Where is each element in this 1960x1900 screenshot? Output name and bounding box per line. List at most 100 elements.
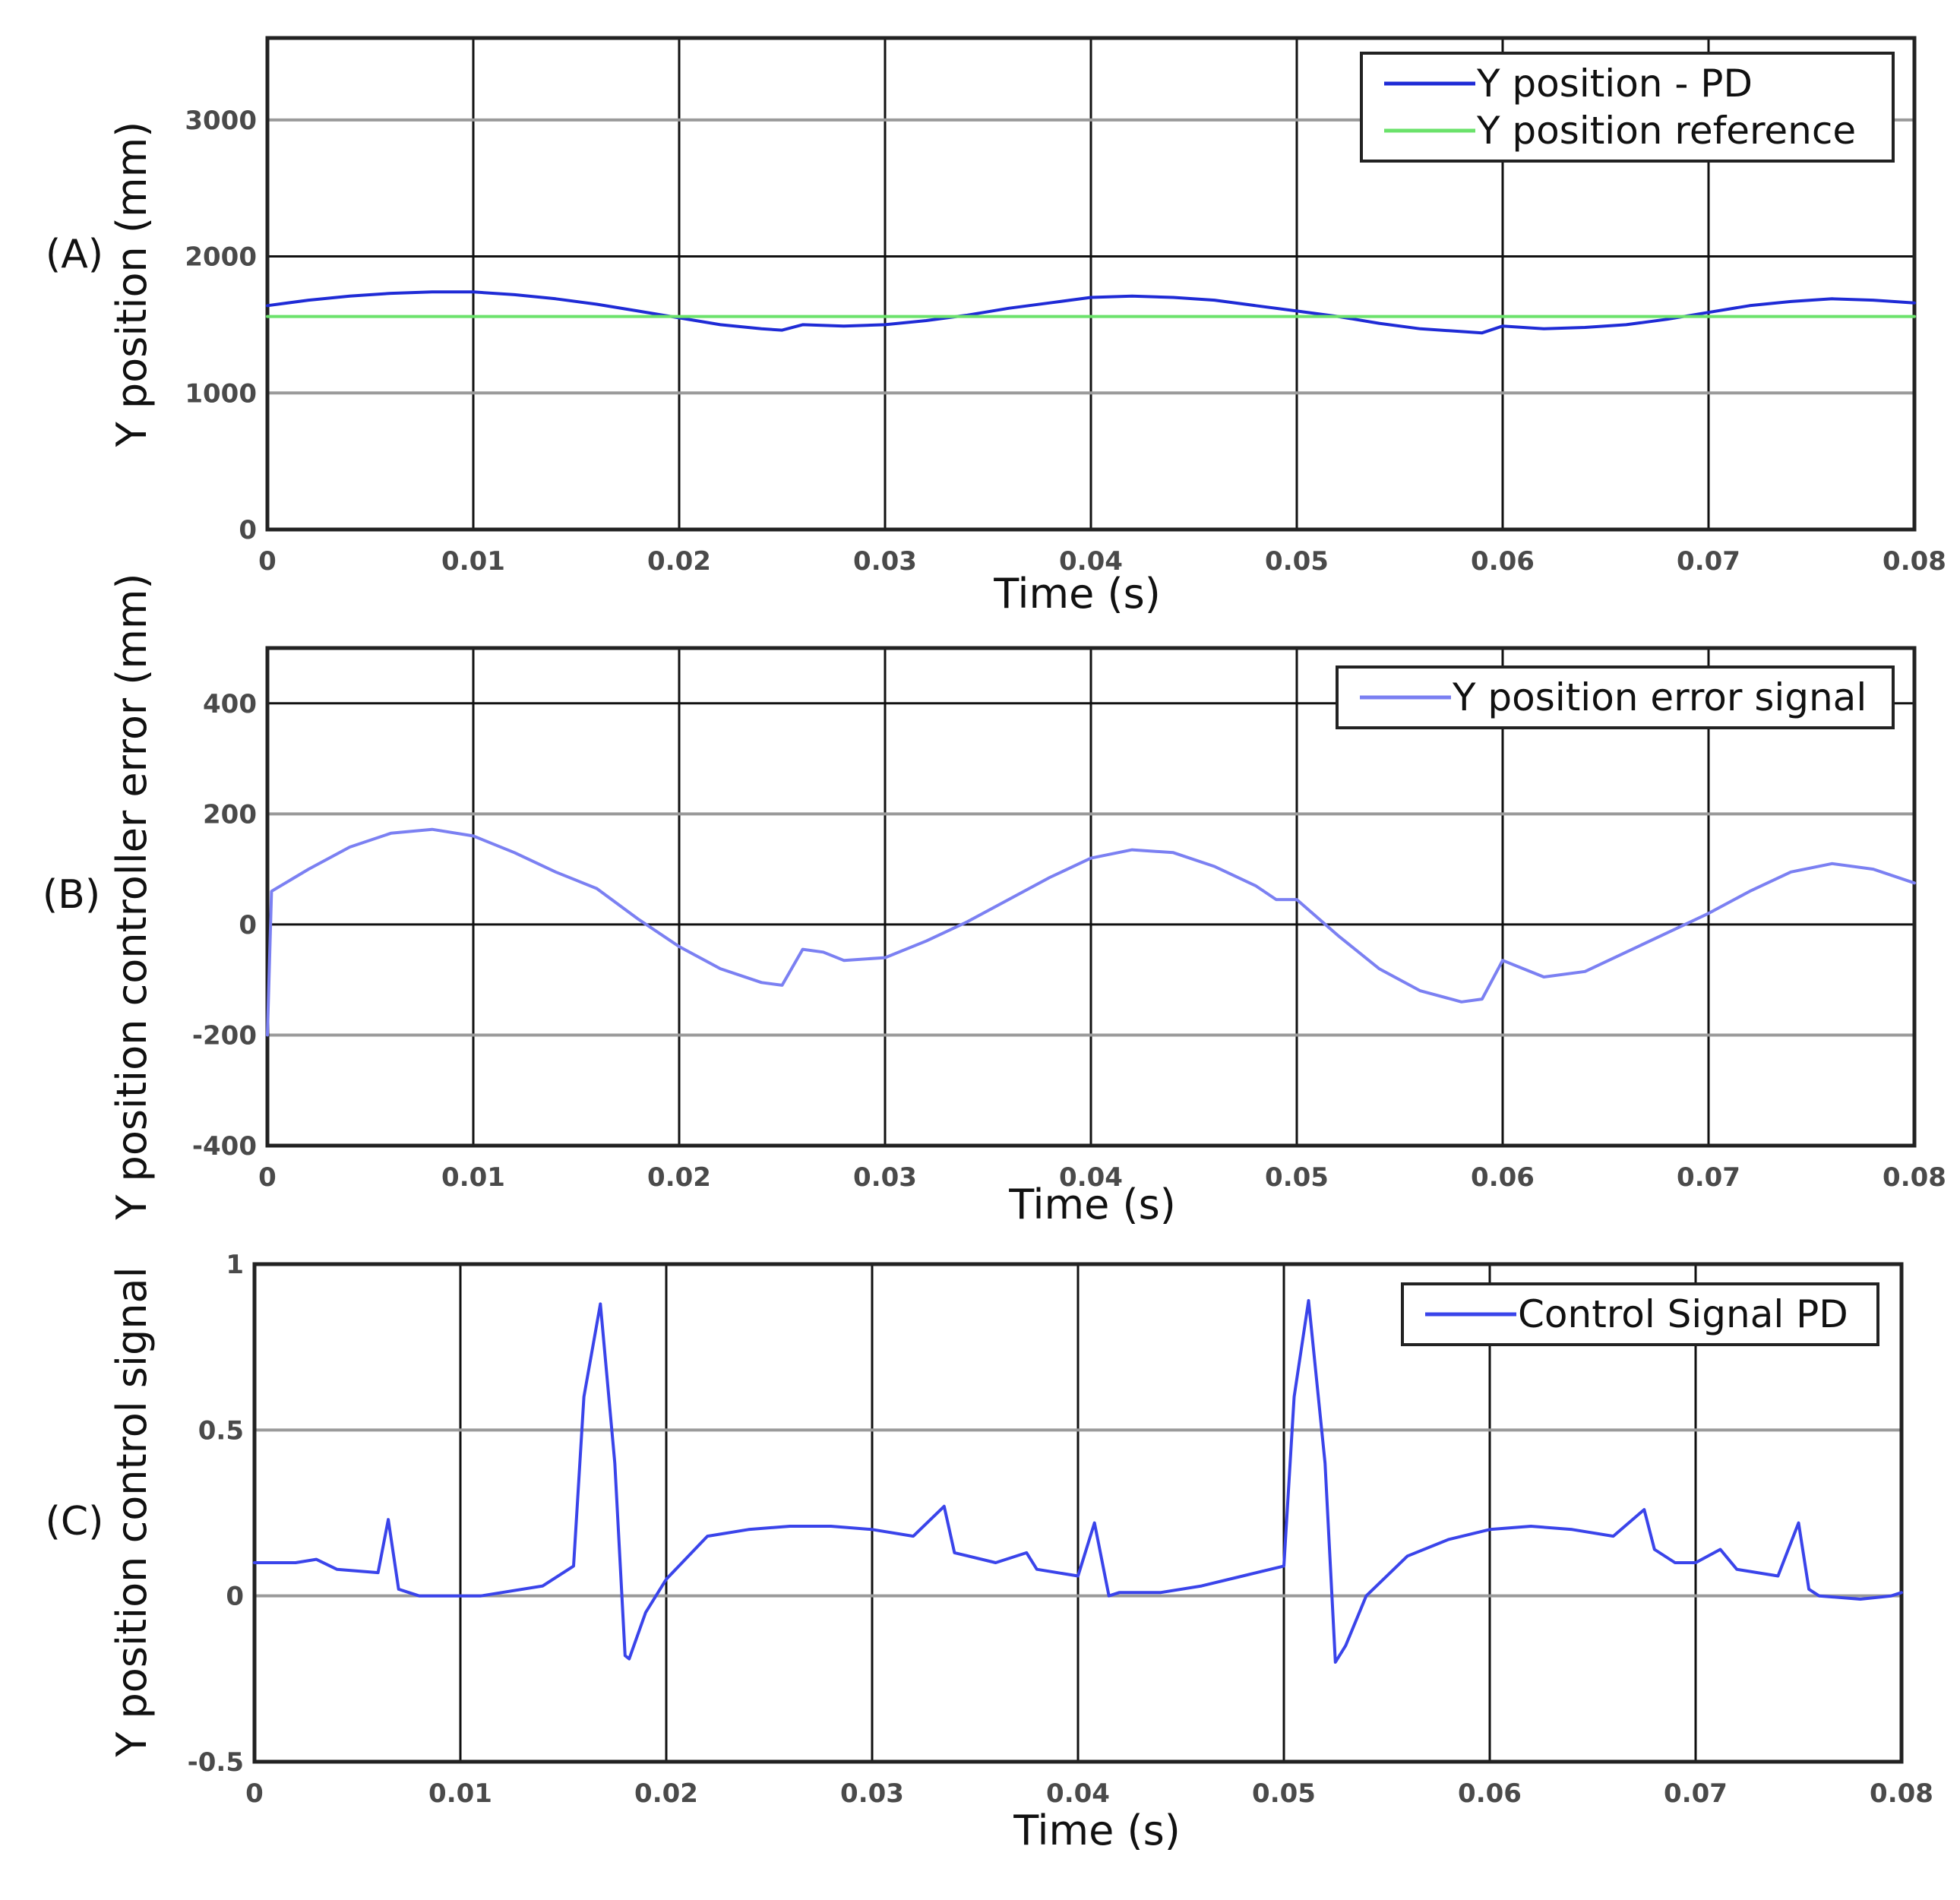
data-point xyxy=(1007,899,1010,900)
data-point xyxy=(432,291,433,293)
data-point xyxy=(1172,852,1174,854)
data-point xyxy=(719,968,721,969)
data-point xyxy=(1695,1562,1696,1563)
panel-a: 0 0.01 0.02 0.03 0.04 0.05 0.06 0.07 0.08 0 1000 20… xyxy=(46,36,1946,618)
data-point xyxy=(801,948,804,950)
data-point xyxy=(390,833,392,834)
data-point xyxy=(1914,315,1915,318)
data-point xyxy=(267,1034,268,1036)
data-point xyxy=(1255,305,1257,307)
y-tick-label: 0 xyxy=(239,515,257,545)
data-point xyxy=(748,1529,750,1531)
data-point xyxy=(1026,1552,1028,1554)
data-point xyxy=(1797,1522,1800,1524)
data-point xyxy=(1914,302,1915,304)
data-point xyxy=(1831,863,1833,865)
data-point xyxy=(575,879,577,881)
data-point xyxy=(267,315,268,318)
data-point xyxy=(501,1592,502,1594)
data-point xyxy=(583,1396,585,1398)
data-point xyxy=(1571,1529,1573,1531)
data-point xyxy=(1378,968,1380,969)
data-point xyxy=(1337,934,1339,937)
data-point xyxy=(1077,1575,1079,1577)
x-tick-label: 0.06 xyxy=(1471,1162,1535,1193)
data-point xyxy=(1584,971,1586,972)
data-point xyxy=(1667,318,1668,321)
y-tick-label: 400 xyxy=(203,689,257,719)
data-point xyxy=(1808,1589,1810,1590)
legend-box xyxy=(1401,1282,1879,1346)
data-point xyxy=(1831,298,1833,300)
y-axis-label: Y position controller error (mm) xyxy=(108,573,156,1220)
y-tick-label: -0.5 xyxy=(188,1747,244,1778)
y-tick-label: -400 xyxy=(192,1131,257,1162)
data-point xyxy=(1419,328,1421,330)
data-point xyxy=(596,887,598,890)
data-point xyxy=(628,1658,630,1660)
x-tick-label: 0.01 xyxy=(441,1162,505,1193)
data-point xyxy=(665,1579,667,1580)
data-point xyxy=(830,1525,832,1527)
data-point xyxy=(1090,296,1092,299)
data-point xyxy=(267,305,268,307)
data-point xyxy=(1461,330,1462,333)
x-tick-label: 0.03 xyxy=(853,546,917,577)
data-point xyxy=(1131,295,1133,297)
data-point xyxy=(1667,932,1668,934)
x-tick-label: 0.05 xyxy=(1265,1162,1329,1193)
x-tick-label: 0 xyxy=(258,1162,277,1193)
data-point xyxy=(1378,322,1380,324)
panel-b: 0 0.01 0.02 0.03 0.04 0.05 0.06 0.07 0.08 -400 -20… xyxy=(43,573,1946,1228)
data-point xyxy=(1719,1548,1721,1551)
data-point xyxy=(789,1525,791,1527)
data-point xyxy=(1612,1535,1614,1537)
data-point xyxy=(1049,302,1051,304)
data-point xyxy=(1777,1575,1779,1577)
y-tick-label: 0 xyxy=(239,910,257,941)
panel-label: (A) xyxy=(46,232,103,277)
data-point xyxy=(912,1535,914,1537)
data-point xyxy=(1736,1568,1737,1570)
data-point xyxy=(555,871,557,873)
data-point xyxy=(555,298,557,300)
data-point xyxy=(1522,968,1524,969)
data-point xyxy=(1873,868,1874,870)
data-point xyxy=(994,1562,997,1563)
x-axis-label: Time (s) xyxy=(993,570,1161,618)
data-point xyxy=(1118,1592,1120,1594)
data-point xyxy=(315,1558,318,1560)
legend-box xyxy=(1360,52,1895,163)
data-point xyxy=(1276,899,1277,900)
data-point xyxy=(1007,308,1010,309)
x-tick-label: 0.08 xyxy=(1870,1778,1933,1809)
data-point xyxy=(596,303,598,305)
x-tick-label: 0 xyxy=(245,1778,264,1809)
data-point xyxy=(1914,882,1915,884)
data-point xyxy=(377,1572,379,1573)
panel-c: 0 0.01 0.02 0.03 0.04 0.05 0.06 0.07 0.08-0.500.… xyxy=(46,1250,1933,1854)
data-point xyxy=(1790,871,1792,873)
data-point xyxy=(719,324,721,326)
y-axis-label: Y position (mm) xyxy=(108,122,156,448)
x-tick-label: 0.03 xyxy=(853,1162,917,1193)
data-point xyxy=(781,329,783,331)
data-point xyxy=(645,1611,646,1614)
data-point xyxy=(1159,1592,1162,1594)
data-point xyxy=(408,1592,410,1594)
data-point xyxy=(1708,912,1709,915)
legend-label: Y position reference xyxy=(1476,109,1856,153)
x-tick-label: 0.06 xyxy=(1471,546,1535,577)
data-point xyxy=(1293,1396,1295,1398)
data-point xyxy=(1324,1462,1326,1464)
data-point xyxy=(419,1595,420,1597)
y-tick-label: 1000 xyxy=(185,378,257,409)
data-point xyxy=(781,985,783,986)
x-axis-label: Time (s) xyxy=(1008,1181,1176,1228)
legend-label: Y position - PD xyxy=(1476,62,1753,106)
data-point xyxy=(390,292,392,294)
data-point xyxy=(514,852,515,854)
data-point xyxy=(801,324,804,326)
data-point xyxy=(1307,1300,1310,1301)
y-tick-label: 1 xyxy=(226,1250,244,1280)
